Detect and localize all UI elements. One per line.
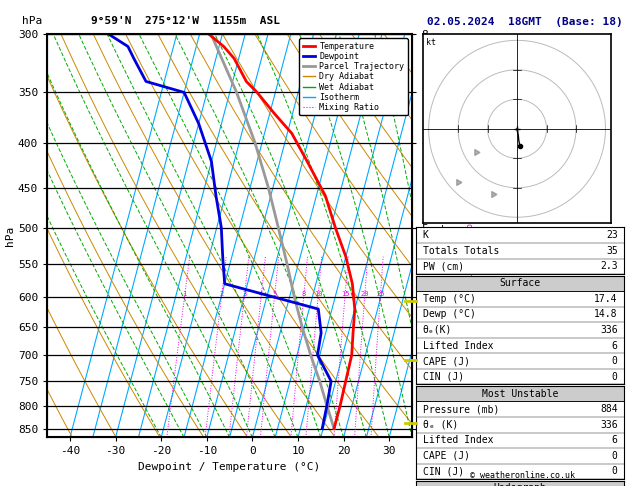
Text: θₑ(K): θₑ(K)	[423, 325, 452, 335]
Text: 4: 4	[259, 291, 263, 296]
Text: Hodograph: Hodograph	[494, 484, 547, 486]
Text: CAPE (J): CAPE (J)	[423, 356, 470, 366]
Y-axis label: km
ASL: km ASL	[438, 225, 456, 246]
Text: 336: 336	[600, 420, 618, 430]
Text: PW (cm): PW (cm)	[423, 261, 464, 271]
Text: 02.05.2024  18GMT  (Base: 18): 02.05.2024 18GMT (Base: 18)	[427, 17, 623, 27]
Text: 10: 10	[314, 291, 322, 296]
Text: θₑ (K): θₑ (K)	[423, 420, 458, 430]
Bar	[416, 386, 624, 401]
Text: 17.4: 17.4	[594, 294, 618, 304]
X-axis label: Dewpoint / Temperature (°C): Dewpoint / Temperature (°C)	[138, 462, 321, 472]
Text: 0: 0	[612, 356, 618, 366]
Bar	[416, 481, 624, 486]
Text: 25: 25	[376, 291, 384, 296]
Text: 15: 15	[341, 291, 349, 296]
Text: 14.8: 14.8	[594, 310, 618, 319]
Text: 884: 884	[600, 404, 618, 414]
Text: 23: 23	[606, 230, 618, 240]
Text: 2: 2	[220, 291, 223, 296]
Text: 0: 0	[612, 467, 618, 476]
Text: 35: 35	[606, 246, 618, 256]
Text: 0: 0	[612, 372, 618, 382]
Text: 6: 6	[612, 435, 618, 445]
Text: Dewp (°C): Dewp (°C)	[423, 310, 476, 319]
Text: 5: 5	[272, 291, 277, 296]
Text: Most Unstable: Most Unstable	[482, 389, 559, 399]
Text: kt: kt	[426, 38, 437, 47]
Text: 6: 6	[612, 341, 618, 350]
Text: K: K	[423, 230, 428, 240]
Text: CIN (J): CIN (J)	[423, 372, 464, 382]
Text: Lifted Index: Lifted Index	[423, 341, 493, 350]
Text: 3: 3	[242, 291, 247, 296]
Text: Mixing Ratio (g/kg): Mixing Ratio (g/kg)	[466, 188, 475, 283]
Text: Lifted Index: Lifted Index	[423, 435, 493, 445]
Text: Pressure (mb): Pressure (mb)	[423, 404, 499, 414]
Y-axis label: hPa: hPa	[5, 226, 15, 246]
Text: 2.3: 2.3	[600, 261, 618, 271]
Text: 9°59'N  275°12'W  1155m  ASL: 9°59'N 275°12'W 1155m ASL	[91, 16, 281, 26]
Text: Surface: Surface	[499, 278, 541, 288]
Text: hPa: hPa	[21, 16, 42, 26]
Text: 20: 20	[360, 291, 369, 296]
Text: CIN (J): CIN (J)	[423, 467, 464, 476]
Legend: Temperature, Dewpoint, Parcel Trajectory, Dry Adiabat, Wet Adiabat, Isotherm, Mi: Temperature, Dewpoint, Parcel Trajectory…	[299, 38, 408, 115]
Text: 1: 1	[182, 291, 187, 296]
Text: © weatheronline.co.uk: © weatheronline.co.uk	[470, 471, 574, 480]
Text: Totals Totals: Totals Totals	[423, 246, 499, 256]
Bar	[416, 276, 624, 291]
Text: LCL: LCL	[419, 424, 437, 434]
Text: CAPE (J): CAPE (J)	[423, 451, 470, 461]
Text: Temp (°C): Temp (°C)	[423, 294, 476, 304]
Text: 0: 0	[612, 451, 618, 461]
Text: 8: 8	[301, 291, 306, 296]
Text: 336: 336	[600, 325, 618, 335]
